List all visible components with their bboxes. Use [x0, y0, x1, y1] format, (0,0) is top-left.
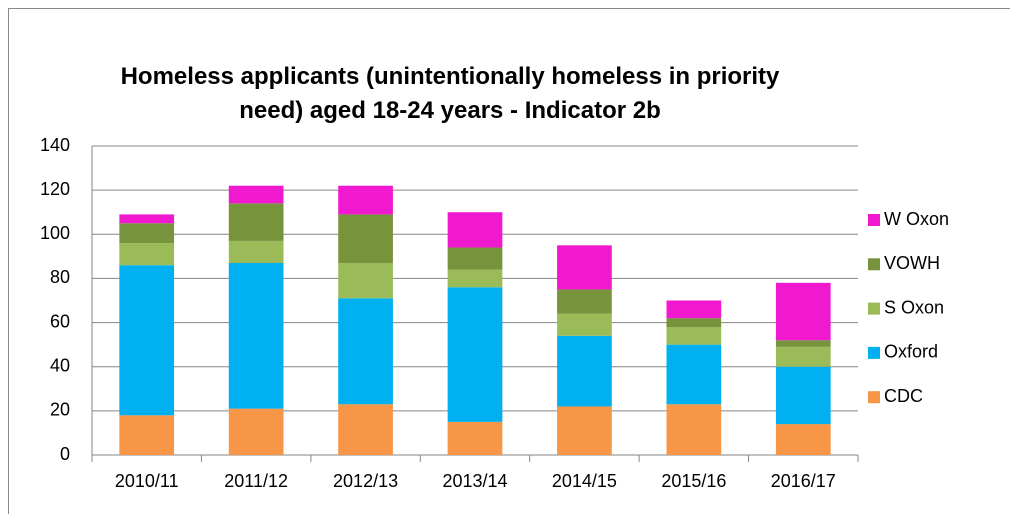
legend-label: CDC	[884, 386, 923, 406]
bar-segment	[119, 243, 175, 266]
bar-segment	[775, 340, 831, 347]
y-tick-label: 0	[60, 444, 70, 464]
bar-segment	[557, 289, 612, 314]
y-tick-label: 100	[40, 223, 70, 243]
legend-label: S Oxon	[884, 297, 944, 317]
y-tick-label: 60	[50, 311, 70, 331]
legend-swatch	[868, 391, 880, 404]
bar-segment	[775, 424, 831, 455]
bar-segment	[228, 262, 284, 409]
bar-segment	[447, 287, 503, 422]
y-tick-label: 40	[50, 355, 70, 375]
bar-segment	[447, 421, 503, 455]
bar-segment	[228, 185, 284, 204]
x-tick-label: 2011/12	[224, 471, 288, 491]
legend-swatch	[868, 302, 880, 315]
bar-segment	[119, 223, 175, 244]
bar-segment	[775, 366, 831, 425]
bar-segment	[228, 240, 284, 263]
bar-segment	[775, 282, 831, 341]
y-tick-label: 80	[50, 267, 70, 287]
bar-segment	[666, 326, 722, 345]
bar-segment	[228, 408, 284, 455]
bar-segment	[775, 346, 831, 367]
bar-segment	[119, 415, 175, 455]
bar-segment	[338, 404, 393, 455]
bar-segment	[666, 404, 722, 455]
bar-segment	[119, 214, 175, 224]
bar-segment	[338, 298, 393, 405]
x-tick-label: 2014/15	[552, 471, 617, 491]
bar-segment	[338, 214, 393, 263]
bar-segment	[447, 212, 503, 248]
legend-swatch	[868, 258, 880, 271]
bar-segment	[447, 269, 503, 288]
legend-label: Oxford	[884, 342, 938, 362]
y-tick-label: 20	[50, 400, 70, 420]
legend-swatch	[868, 214, 880, 226]
bar-segment	[557, 406, 612, 455]
legend-swatch	[868, 346, 880, 359]
bar-segment	[557, 245, 612, 290]
bar-segment	[228, 203, 284, 241]
x-tick-label: 2013/14	[442, 471, 507, 491]
chart-border	[8, 8, 1010, 514]
chart-title: Homeless applicants (unintentionally hom…	[120, 63, 780, 124]
bar-segment	[557, 335, 612, 407]
x-tick-label: 2010/11	[115, 471, 179, 491]
y-tick-label: 120	[40, 179, 70, 199]
x-tick-label: 2012/13	[333, 471, 398, 491]
x-tick-label: 2015/16	[661, 471, 726, 491]
bar-segment	[557, 313, 612, 336]
bar-segment	[338, 262, 393, 299]
bar-segment	[338, 185, 393, 215]
legend-label: W Oxon	[884, 209, 949, 229]
bar-segment	[666, 300, 722, 319]
bar-segment	[666, 344, 722, 405]
bar-segment	[666, 318, 722, 327]
bar-segment	[447, 247, 503, 270]
y-tick-label: 140	[40, 135, 70, 155]
legend-label: VOWH	[884, 253, 940, 273]
x-tick-label: 2016/17	[771, 471, 836, 491]
bar-segment	[119, 265, 175, 416]
